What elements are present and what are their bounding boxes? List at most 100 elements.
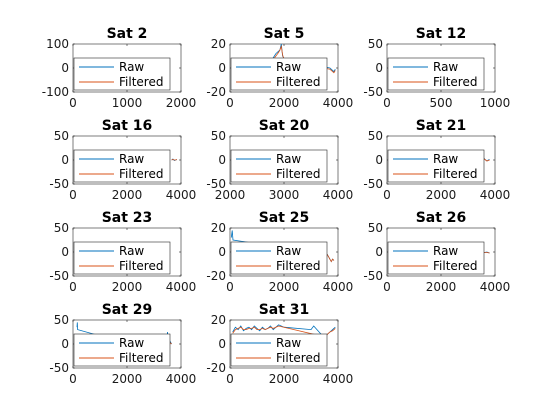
legend-label-raw: Raw <box>276 152 301 166</box>
x-tick-label: 2000 <box>112 188 143 202</box>
series-line-filtered <box>326 254 335 263</box>
y-tick-label: 20 <box>211 313 226 327</box>
x-tick-label: 0 <box>226 372 234 386</box>
subplot-title: Sat 12 <box>416 26 467 42</box>
legend-label-filtered: Filtered <box>433 167 477 181</box>
y-tick-label: -50 <box>49 269 69 283</box>
legend-label-filtered: Filtered <box>119 351 163 365</box>
y-tick-label: 50 <box>368 221 383 235</box>
x-tick-label: 4000 <box>323 280 354 294</box>
legend-box <box>73 333 171 367</box>
x-tick-label: 0 <box>383 188 391 202</box>
x-tick-label: 0 <box>69 188 77 202</box>
y-tick-label: -20 <box>206 361 226 375</box>
legend-label-filtered: Filtered <box>119 259 163 273</box>
legend-box <box>230 149 328 183</box>
y-tick-label: 50 <box>54 129 69 143</box>
x-tick-label: 4000 <box>166 372 197 386</box>
x-tick-label: 0 <box>69 96 77 110</box>
y-tick-label: 0 <box>218 153 226 167</box>
legend-label-filtered: Filtered <box>276 351 320 365</box>
series-line-filtered <box>171 159 178 161</box>
y-tick-label: -20 <box>206 85 226 99</box>
y-tick-label: 0 <box>375 153 383 167</box>
x-tick-label: 0 <box>69 280 77 294</box>
legend-box <box>387 149 485 183</box>
legend-label-raw: Raw <box>119 60 144 74</box>
series-line-filtered <box>270 44 336 74</box>
x-tick-label: 0 <box>383 96 391 110</box>
subplot-title: Sat 23 <box>102 210 153 226</box>
legend-label-filtered: Filtered <box>433 259 477 273</box>
x-tick-label: 1000 <box>480 96 511 110</box>
legend-label-filtered: Filtered <box>433 75 477 89</box>
y-tick-label: 0 <box>375 245 383 259</box>
y-tick-label: 0 <box>218 245 226 259</box>
y-tick-label: 100 <box>46 37 69 51</box>
subplot-title: Sat 25 <box>259 210 310 226</box>
x-tick-label: 2000 <box>269 96 300 110</box>
subplot-title: Sat 5 <box>264 26 305 42</box>
x-tick-label: 2000 <box>112 280 143 294</box>
legend-box <box>73 57 171 91</box>
x-tick-label: 2000 <box>269 280 300 294</box>
legend-label-raw: Raw <box>433 244 458 258</box>
y-tick-label: 50 <box>368 129 383 143</box>
legend-box <box>230 57 328 91</box>
x-tick-label: 0 <box>226 96 234 110</box>
x-tick-label: 500 <box>430 96 453 110</box>
y-tick-label: 50 <box>54 313 69 327</box>
y-tick-label: 0 <box>61 153 69 167</box>
x-tick-label: 2000 <box>112 372 143 386</box>
y-tick-label: 20 <box>211 37 226 51</box>
subplot-title: Sat 20 <box>259 118 310 134</box>
y-tick-label: -50 <box>49 361 69 375</box>
y-tick-label: 50 <box>211 129 226 143</box>
x-tick-label: 2000 <box>426 188 457 202</box>
legend-box <box>230 333 328 367</box>
x-tick-label: 2000 <box>215 188 246 202</box>
x-tick-label: 0 <box>69 372 77 386</box>
legend-label-raw: Raw <box>276 244 301 258</box>
legend-box <box>387 241 485 275</box>
legend-box <box>387 57 485 91</box>
y-tick-label: 0 <box>218 337 226 351</box>
legend-label-raw: Raw <box>119 152 144 166</box>
x-tick-label: 4000 <box>323 372 354 386</box>
y-tick-label: 0 <box>61 337 69 351</box>
legend-label-raw: Raw <box>276 336 301 350</box>
y-tick-label: 50 <box>54 221 69 235</box>
subplot-title: Sat 29 <box>102 302 153 318</box>
subplot-title: Sat 2 <box>107 26 148 42</box>
x-tick-label: 4000 <box>166 188 197 202</box>
legend-label-filtered: Filtered <box>276 75 320 89</box>
subplot-title: Sat 31 <box>259 302 310 318</box>
subplot-title: Sat 21 <box>416 118 467 134</box>
x-tick-label: 2000 <box>426 280 457 294</box>
legend-label-filtered: Filtered <box>276 167 320 181</box>
x-tick-label: 2000 <box>166 96 197 110</box>
legend-box <box>73 241 171 275</box>
legend-label-raw: Raw <box>433 60 458 74</box>
y-tick-label: -100 <box>42 85 69 99</box>
x-tick-label: 0 <box>383 280 391 294</box>
x-tick-label: 4000 <box>323 188 354 202</box>
x-tick-label: 2000 <box>269 372 300 386</box>
legend-label-filtered: Filtered <box>119 167 163 181</box>
subplot-title: Sat 26 <box>416 210 467 226</box>
